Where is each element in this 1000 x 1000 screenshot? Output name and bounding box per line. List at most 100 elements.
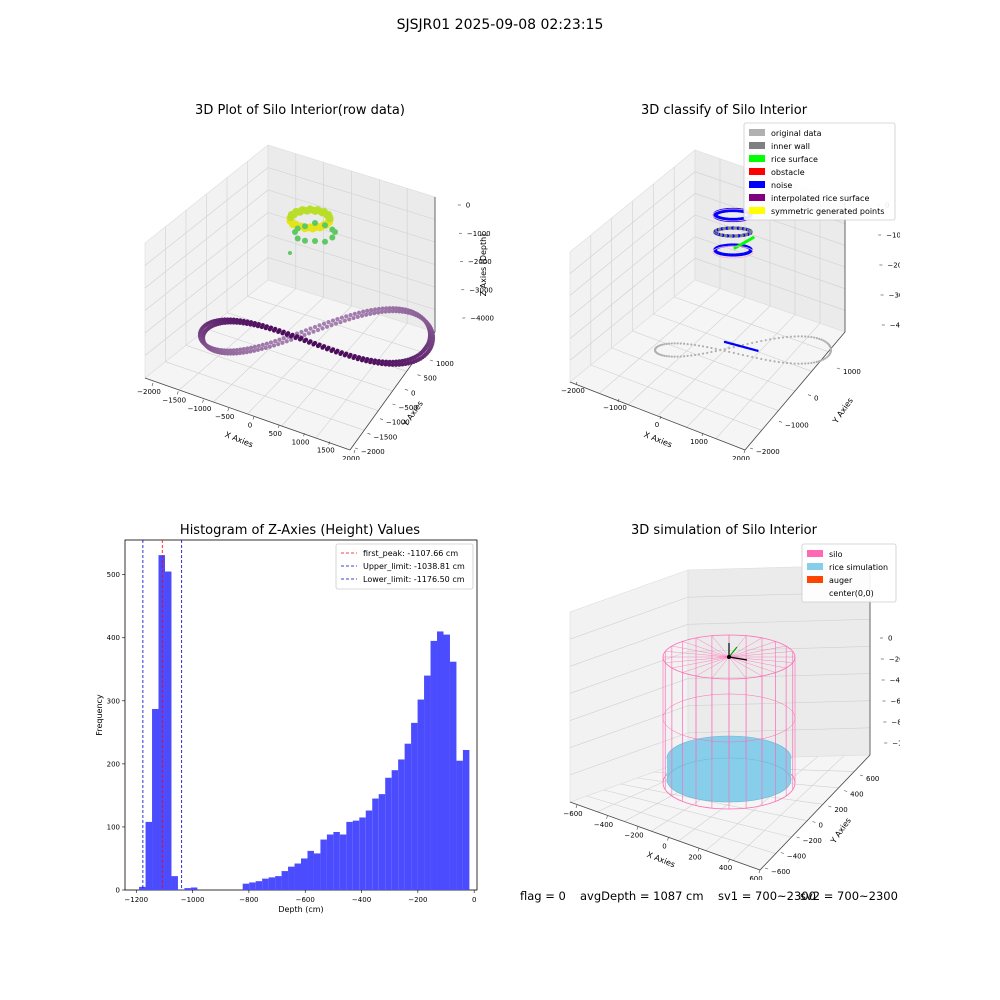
- p1-floor-point: [355, 314, 360, 319]
- p2-original-point: [807, 362, 810, 365]
- hist-bar: [139, 886, 146, 890]
- p2-original-point: [701, 345, 705, 348]
- silo-roof-wire: [728, 641, 776, 658]
- hist-y-axis-label: Frequency: [95, 694, 104, 736]
- p2-legend-swatch: [749, 155, 765, 162]
- p1-xtick-label: 0: [248, 422, 252, 430]
- hist-xtick-label: −1200: [124, 896, 148, 904]
- p2-legend-label: inner wall: [771, 142, 810, 151]
- p4-ytick-label: 600: [866, 775, 879, 783]
- hist-bar: [339, 834, 347, 890]
- hist-bar: [437, 631, 444, 890]
- p2-y-axis-line: [744, 331, 846, 451]
- p1-floor-point: [238, 318, 243, 323]
- p2-legend-label: interpolated rice surface: [771, 194, 869, 203]
- p2-grid: [715, 323, 821, 439]
- center-point: [727, 655, 731, 659]
- p1-floor-point: [299, 335, 304, 341]
- p1-xtick: [252, 416, 255, 420]
- p1-floor-point: [400, 309, 405, 314]
- silo-roof-wire: [671, 656, 730, 669]
- p4-grid: [586, 795, 776, 854]
- p1-xtick-label: −2000: [137, 388, 161, 396]
- p2-original-point: [719, 348, 722, 351]
- hist-xtick-label: −200: [408, 896, 427, 904]
- p2-original-point: [683, 342, 686, 345]
- hist-legend-label: Upper_limit: -1038.81 cm: [363, 562, 465, 571]
- p1-xtick-label: 1500: [317, 447, 335, 455]
- p1-floor-point: [368, 311, 373, 316]
- p1-floor-point: [245, 319, 250, 324]
- p2-legend-label: rice surface: [771, 155, 818, 164]
- p1-floor-point: [352, 311, 357, 316]
- p2-original-point: [676, 342, 679, 345]
- p1-ring-point: [322, 238, 328, 245]
- hist-bar: [190, 887, 198, 890]
- p4-legend-swatch: [807, 550, 823, 557]
- p1-xtick-label: 1000: [292, 438, 310, 446]
- p2-original-point: [697, 344, 701, 347]
- p1-floor-point: [245, 346, 250, 351]
- p2-original-point: [764, 358, 767, 361]
- p2-xtick-label: −1000: [603, 404, 627, 412]
- hist-bar: [456, 760, 463, 890]
- p2-original-point: [741, 353, 745, 357]
- p1-floor-point: [351, 315, 356, 321]
- p1-floor-point: [271, 343, 277, 348]
- p2-original-point: [813, 361, 816, 364]
- p1-ring-point: [302, 223, 308, 230]
- p2-x-axis-line: [569, 381, 746, 451]
- hist-bar: [255, 881, 263, 890]
- p1-ytick-label: −1500: [374, 433, 398, 441]
- p2-original-point: [710, 350, 713, 354]
- p1-floor-point: [228, 320, 233, 325]
- p2-original-point: [824, 357, 827, 360]
- p1-floor-point: [264, 324, 269, 329]
- hist-ytick-label: 500: [107, 571, 120, 579]
- p1-floor-point: [231, 317, 236, 322]
- hist-bar: [430, 640, 438, 890]
- p1-floor-point: [303, 328, 309, 333]
- p1-ring-point: [329, 234, 336, 241]
- p2-original-point: [663, 343, 666, 346]
- p1-floor-point: [393, 362, 399, 367]
- silo-roof-wire: [671, 645, 730, 658]
- p1-floor-point: [308, 339, 313, 344]
- p2-legend-swatch: [749, 129, 765, 136]
- hist-xtick-label: 0: [472, 896, 476, 904]
- p2-original-point: [710, 346, 713, 350]
- p1-floor-point: [267, 344, 272, 349]
- p4-xtick-label: 600: [749, 875, 762, 880]
- p1-floor-point: [249, 345, 254, 350]
- p1-floor-point: [317, 323, 322, 328]
- p2-original-point: [769, 359, 772, 362]
- p1-x-axis-line: [144, 377, 351, 451]
- p2-original-point: [818, 337, 821, 340]
- p2-ytick-label: −2000: [756, 448, 780, 456]
- p4-y-axis-line: [759, 754, 871, 871]
- p1-ring-point: [326, 215, 334, 223]
- hist-bar: [164, 571, 172, 890]
- p1-floor-point: [387, 309, 392, 314]
- p2-original-point: [746, 354, 749, 358]
- hist-ytick-label: 100: [107, 823, 120, 831]
- p4-ytick: [844, 790, 848, 792]
- p4-legend-box: [801, 543, 897, 603]
- p2-original-point: [781, 361, 785, 364]
- p4-grid: [687, 646, 871, 652]
- p2-original-point: [769, 338, 772, 341]
- p1-floor-point: [252, 321, 258, 326]
- p1-floor-point: [311, 342, 316, 347]
- hist-ytick-label: 0: [116, 887, 120, 895]
- p1-floor-point: [379, 309, 384, 315]
- p4-ztick-label: 0: [888, 635, 892, 643]
- hist-bar: [378, 794, 386, 890]
- p1-xtick-label: 500: [269, 430, 282, 438]
- p2-legend-swatch: [749, 194, 765, 201]
- p1-ytick: [392, 403, 396, 406]
- p2-x-axis-label: X Axies: [643, 430, 674, 449]
- hist-bar: [320, 839, 327, 890]
- p2-ytick: [807, 394, 812, 396]
- p1-floor-point: [259, 346, 264, 352]
- p1-floor-point: [273, 339, 278, 344]
